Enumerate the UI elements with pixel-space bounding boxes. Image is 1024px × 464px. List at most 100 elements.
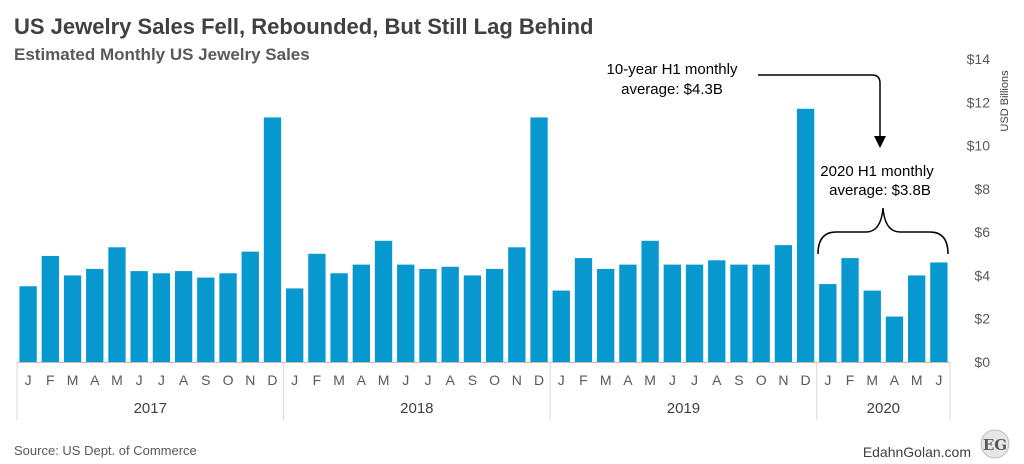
bar-2019-9 xyxy=(730,264,748,362)
bar-2020-5 xyxy=(908,275,926,362)
bar-2018-7 xyxy=(419,268,437,362)
bar-2018-12 xyxy=(530,117,548,362)
bar-2020-1 xyxy=(819,284,837,362)
x-tick-label: M xyxy=(644,372,656,388)
annotation-brace xyxy=(817,207,949,255)
annotation-arrowhead xyxy=(874,136,886,148)
bar-2018-6 xyxy=(397,264,415,362)
bar-2019-6 xyxy=(663,264,681,362)
x-tick-label: O xyxy=(756,372,767,388)
x-tick-label: J xyxy=(25,372,32,388)
y-tick-label: $6 xyxy=(974,224,990,240)
annotation-10yr-average: 10-year H1 monthly average: $4.3B xyxy=(607,61,886,148)
x-tick-label: F xyxy=(313,372,322,388)
x-tick-label: M xyxy=(111,372,123,388)
y-tick-label: $2 xyxy=(974,311,990,327)
x-tick-label: A xyxy=(357,372,367,388)
x-tick-label: J xyxy=(824,372,831,388)
bars-group xyxy=(19,108,948,363)
bar-2017-8 xyxy=(174,271,193,362)
x-tick-label: J xyxy=(402,372,409,388)
x-tick-label: A xyxy=(179,372,189,388)
bar-2020-2 xyxy=(841,258,859,362)
bar-2018-3 xyxy=(330,273,348,362)
x-tick-label: N xyxy=(512,372,522,388)
annotation-10yr-line2: average: $4.3B xyxy=(621,81,723,98)
year-label-2020: 2020 xyxy=(867,400,900,417)
bar-2017-12 xyxy=(263,117,282,362)
chart-subtitle: Estimated Monthly US Jewelry Sales xyxy=(14,45,310,64)
x-tick-label: O xyxy=(489,372,500,388)
bar-2020-4 xyxy=(885,316,904,362)
bar-2019-12 xyxy=(796,108,815,363)
bar-2019-11 xyxy=(774,245,793,362)
x-tick-label: F xyxy=(846,372,855,388)
x-tick-label: M xyxy=(67,372,79,388)
x-tick-label: A xyxy=(712,372,722,388)
x-tick-label: N xyxy=(778,372,788,388)
x-tick-label: A xyxy=(890,372,900,388)
bar-2019-10 xyxy=(752,264,770,362)
bar-2017-4 xyxy=(86,268,104,362)
x-tick-label: J xyxy=(558,372,565,388)
x-tick-label: J xyxy=(669,372,676,388)
bar-2020-3 xyxy=(863,290,881,362)
annotation-10yr-line1: 10-year H1 monthly xyxy=(607,61,738,78)
bar-2018-5 xyxy=(374,240,393,362)
bar-2019-5 xyxy=(641,240,659,362)
annotation-2020-average: 2020 H1 monthly average: $3.8B xyxy=(817,163,949,255)
year-label-2017: 2017 xyxy=(134,400,167,417)
bar-2018-1 xyxy=(286,288,304,362)
x-tick-label: M xyxy=(911,372,923,388)
y-tick-label: $0 xyxy=(974,354,990,370)
x-tick-label: S xyxy=(201,372,210,388)
bar-2018-2 xyxy=(308,253,326,362)
bar-2017-6 xyxy=(130,271,148,362)
x-tick-label: J xyxy=(158,372,165,388)
annotation-2020-line1: 2020 H1 monthly xyxy=(820,163,934,180)
year-label-2018: 2018 xyxy=(400,400,433,417)
x-tick-label: F xyxy=(579,372,588,388)
x-tick-label: D xyxy=(267,372,277,388)
x-tick-label: A xyxy=(623,372,633,388)
bar-2018-4 xyxy=(352,264,370,362)
x-tick-label: D xyxy=(801,372,811,388)
y-tick-label: $4 xyxy=(974,267,990,283)
bar-2019-4 xyxy=(619,264,637,362)
x-tick-label: M xyxy=(378,372,390,388)
bar-2019-7 xyxy=(685,264,704,362)
bar-2017-2 xyxy=(41,255,59,362)
x-tick-label: J xyxy=(935,372,942,388)
bar-2017-9 xyxy=(197,277,215,362)
annotation-arrow-line xyxy=(758,74,881,136)
y-tick-label: $8 xyxy=(974,181,990,197)
bar-2018-10 xyxy=(485,268,504,362)
x-tick-label: F xyxy=(46,372,55,388)
x-tick-label: N xyxy=(245,372,255,388)
bar-2018-11 xyxy=(508,247,526,362)
y-tick-label: $14 xyxy=(967,51,991,67)
x-tick-label: J xyxy=(691,372,698,388)
y-tick-label: $10 xyxy=(967,138,991,154)
bar-2019-2 xyxy=(574,258,593,362)
bar-2017-1 xyxy=(19,286,37,362)
y-tick-label: $12 xyxy=(967,94,991,110)
y-axis-label: USD Billions xyxy=(999,70,1011,132)
y-axis: $0 $2 $4 $6 $8 $10 $12 $14 xyxy=(967,51,991,370)
x-tick-label: A xyxy=(446,372,456,388)
x-tick-label: A xyxy=(90,372,100,388)
x-tick-label: J xyxy=(136,372,143,388)
bar-2017-5 xyxy=(108,247,126,362)
eg-logo-icon: EG xyxy=(980,429,1010,459)
brand-name: EdahnGolan.com xyxy=(863,444,971,460)
x-tick-label: M xyxy=(600,372,612,388)
annotation-2020-line2: average: $3.8B xyxy=(829,182,931,199)
bar-2017-10 xyxy=(219,273,237,362)
x-tick-label: J xyxy=(291,372,298,388)
x-tick-label: M xyxy=(866,372,878,388)
chart-title: US Jewelry Sales Fell, Rebounded, But St… xyxy=(14,14,593,39)
x-tick-label: S xyxy=(734,372,743,388)
bar-2019-3 xyxy=(597,268,615,362)
